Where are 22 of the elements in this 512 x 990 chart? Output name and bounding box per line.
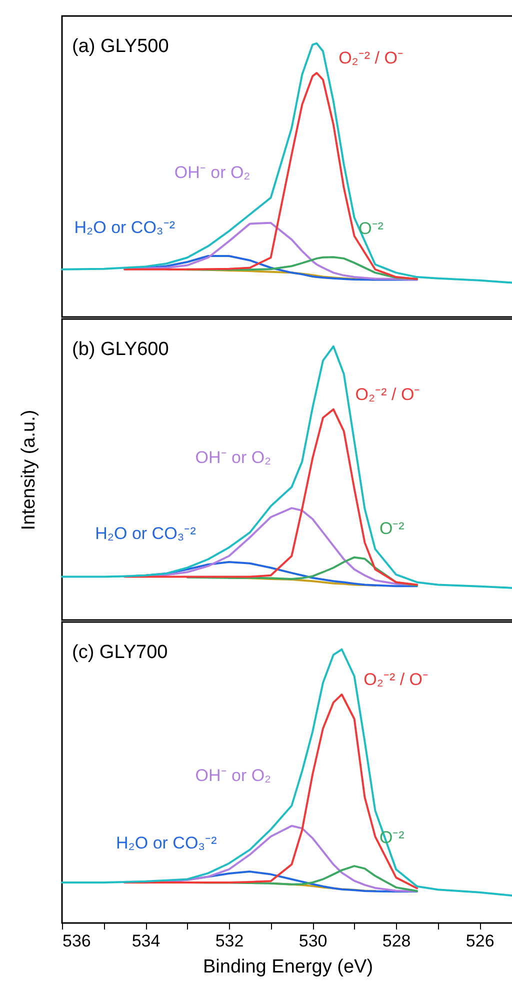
series-label: H₂O or CO₃⁻² bbox=[74, 218, 176, 237]
series-label: O⁻² bbox=[379, 519, 405, 538]
chart-title: (a) GLY500 bbox=[72, 36, 169, 57]
chart-title: (c) GLY700 bbox=[72, 642, 168, 663]
text: OH⁻ or O₂ bbox=[195, 448, 272, 468]
x-tick-label: 534 bbox=[132, 932, 160, 950]
y-axis-title: Intensity (a.u.) bbox=[18, 410, 40, 530]
x-tick-label: 526 bbox=[466, 932, 494, 950]
x-tick-label: 528 bbox=[382, 932, 411, 950]
x-tick-label: 532 bbox=[215, 932, 244, 950]
series-label: O₂⁻² / O⁻ bbox=[338, 48, 404, 68]
x-axis-title: Binding Energy (eV) bbox=[202, 956, 374, 978]
series-label: H₂O or CO₃⁻² bbox=[116, 833, 218, 852]
text: OH⁻ or O₂ bbox=[174, 162, 250, 182]
x-tick-label: 530 bbox=[298, 932, 328, 950]
text: OH⁻ or O₂ bbox=[195, 766, 272, 785]
series-label: O₂⁻² / O⁻ bbox=[355, 384, 420, 404]
chart-title: (b) GLY600 bbox=[72, 339, 169, 360]
series-label: H₂O or CO₃⁻² bbox=[95, 524, 196, 543]
x-tick-label: 536 bbox=[62, 932, 91, 950]
series-label: O⁻² bbox=[358, 218, 384, 238]
series-label: O₂⁻² / O⁻ bbox=[364, 670, 429, 690]
